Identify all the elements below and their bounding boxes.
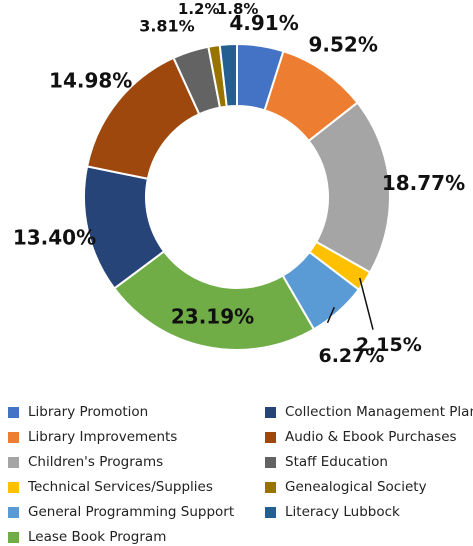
legend-item-literacy-lubbock: Literacy Lubbock: [265, 504, 400, 520]
slice-label: 3.81%: [139, 16, 195, 35]
donut-slice: [218, 42, 238, 108]
legend-swatch: [265, 481, 276, 493]
slice-label: 23.19%: [171, 305, 254, 329]
legend-swatch: [8, 431, 19, 443]
legend-label: Children's Programs: [28, 454, 164, 470]
legend: Library Promotion Library Improvements C…: [0, 400, 473, 546]
legend-item-lease-book-program: Lease Book Program: [8, 529, 166, 545]
legend-label: Literacy Lubbock: [285, 504, 400, 520]
donut-chart: 4.91% 9.52% 18.77% 2.15%6.27% 23.19% 13.40% 14…: [13, 0, 465, 367]
legend-swatch: [8, 456, 19, 468]
legend-label: Staff Education: [285, 454, 388, 470]
legend-swatch: [8, 481, 19, 493]
legend-label: Lease Book Program: [28, 529, 167, 545]
legend-item-staff-education: Staff Education: [265, 454, 388, 470]
legend-swatch: [265, 456, 276, 468]
legend-label: Library Improvements: [28, 429, 178, 445]
legend-swatch: [8, 531, 19, 543]
leader-line: [326, 306, 336, 324]
legend-label: Collection Management Plan: [285, 404, 473, 420]
legend-swatch: [8, 506, 19, 518]
legend-item-genealogical-society: Genealogical Society: [265, 479, 427, 495]
slice-label: 1.8%: [217, 0, 259, 18]
slice-label: 13.40%: [13, 226, 96, 250]
legend-item-library-improvements: Library Improvements: [8, 429, 177, 445]
legend-item-technical-services: Technical Services/Supplies: [8, 479, 213, 495]
legend-label: Technical Services/Supplies: [28, 479, 213, 495]
legend-item-general-programming-support: General Programming Support: [8, 504, 234, 520]
legend-item-collection-management-plan: Collection Management Plan: [265, 404, 473, 420]
slice-label: 9.52%: [308, 32, 377, 56]
legend-swatch: [265, 431, 276, 443]
legend-label: Library Promotion: [28, 404, 149, 420]
slice-label: 2.15%: [356, 334, 422, 356]
legend-item-library-promotion: Library Promotion: [8, 404, 148, 420]
legend-swatch: [265, 406, 276, 418]
slice-label: 1.2%: [178, 0, 220, 18]
slice-label: 4.91%: [229, 11, 298, 35]
slice-label: 6.27%: [318, 345, 384, 367]
legend-swatch: [8, 406, 19, 418]
legend-label: Audio & Ebook Purchases: [285, 429, 457, 445]
legend-item-audio-ebook-purchases: Audio & Ebook Purchases: [265, 429, 457, 445]
donut-slice: [112, 249, 316, 351]
leader-line: [359, 277, 374, 330]
legend-swatch: [265, 506, 276, 518]
slice-label: 14.98%: [49, 69, 132, 93]
legend-item-childrens-programs: Children's Programs: [8, 454, 163, 470]
slice-label: 18.77%: [382, 171, 465, 195]
legend-label: General Programming Support: [28, 504, 235, 520]
legend-label: Genealogical Society: [285, 479, 427, 495]
